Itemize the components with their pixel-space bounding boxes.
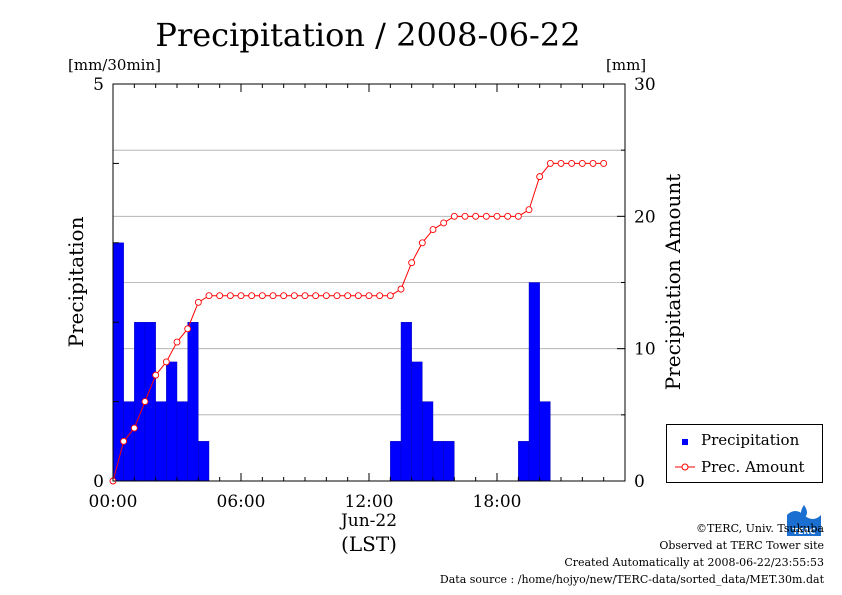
prec-amount-point bbox=[333, 292, 341, 300]
prec-amount-point bbox=[269, 292, 277, 300]
y-axis-left-label: Precipitation bbox=[64, 216, 88, 347]
prec-amount-point bbox=[354, 292, 362, 300]
precipitation-bars bbox=[112, 242, 551, 482]
prec-amount-point bbox=[546, 159, 554, 167]
prec-amount-point bbox=[226, 292, 234, 300]
x-tick-label: 00:00 bbox=[89, 492, 138, 512]
legend-item-precipitation: Precipitation bbox=[675, 430, 799, 450]
prec-amount-point bbox=[600, 159, 608, 167]
prec-amount-point bbox=[418, 239, 426, 247]
prec-amount-point bbox=[376, 292, 384, 300]
x-date-label: Jun-22 bbox=[339, 511, 397, 531]
prec-amount-point bbox=[514, 212, 522, 220]
precipitation-bar bbox=[198, 441, 210, 482]
y-right-tick-label: 20 bbox=[634, 207, 656, 227]
prec-amount-point bbox=[205, 292, 213, 300]
legend-bar-swatch bbox=[675, 431, 695, 449]
y-left-tick-label: 0 bbox=[93, 472, 104, 492]
prec-amount-point bbox=[408, 259, 416, 267]
prec-amount-point bbox=[386, 292, 394, 300]
x-tick-label: 18:00 bbox=[473, 492, 522, 512]
right-unit-label: [mm] bbox=[606, 56, 646, 74]
prec-amount-point bbox=[237, 292, 245, 300]
legend-label-precipitation: Precipitation bbox=[701, 431, 800, 449]
prec-amount-point bbox=[472, 212, 480, 220]
prec-amount-line bbox=[109, 159, 608, 485]
prec-amount-point bbox=[173, 338, 181, 346]
terc-logo-icon: TERC bbox=[785, 503, 823, 537]
precipitation-bar bbox=[432, 441, 444, 482]
prec-amount-point bbox=[248, 292, 256, 300]
precipitation-bar bbox=[528, 282, 540, 482]
logo-text: TERC bbox=[793, 527, 816, 536]
footer-site: Observed at TERC Tower site bbox=[659, 539, 824, 552]
prec-amount-point bbox=[162, 358, 170, 366]
x-tick-label: 12:00 bbox=[345, 492, 394, 512]
footer-credit: ©TERC, Univ. Tsukuba bbox=[695, 522, 824, 535]
prec-amount-point bbox=[536, 173, 544, 181]
precipitation-bar bbox=[166, 361, 178, 482]
prec-amount-point bbox=[301, 292, 309, 300]
prec-amount-point bbox=[280, 292, 288, 300]
prec-amount-point bbox=[216, 292, 224, 300]
x-zone-label: (LST) bbox=[341, 532, 397, 556]
y-right-tick-label: 30 bbox=[634, 75, 656, 95]
prec-amount-point bbox=[290, 292, 298, 300]
precipitation-bar bbox=[411, 361, 423, 482]
y-right-tick-label: 10 bbox=[634, 340, 656, 360]
prec-amount-point bbox=[397, 285, 405, 293]
chart-title: Precipitation / 2008-06-22 bbox=[155, 16, 580, 54]
y-left-tick-label: 5 bbox=[93, 75, 104, 95]
prec-amount-point bbox=[344, 292, 352, 300]
prec-amount-point bbox=[322, 292, 330, 300]
legend-item-prec-amount: Prec. Amount bbox=[675, 457, 805, 477]
precipitation-bar bbox=[443, 441, 455, 482]
prec-amount-point bbox=[152, 371, 160, 379]
prec-amount-point bbox=[194, 298, 202, 306]
axis-ticks: 00:00 06:00 12:00 18:00 0 5 0 10 20 30 bbox=[89, 75, 656, 512]
legend-line-swatch bbox=[675, 458, 695, 476]
prec-amount-point bbox=[440, 219, 448, 227]
prec-amount-point bbox=[312, 292, 320, 300]
y-right-tick-label: 0 bbox=[634, 472, 645, 492]
precipitation-bar bbox=[422, 401, 434, 482]
x-tick-label: 06:00 bbox=[217, 492, 266, 512]
prec-amount-point bbox=[504, 212, 512, 220]
precipitation-bar bbox=[187, 322, 199, 482]
prec-amount-point bbox=[184, 325, 192, 333]
prec-amount-point bbox=[493, 212, 501, 220]
precipitation-bar bbox=[518, 441, 530, 482]
prec-amount-point bbox=[141, 398, 149, 406]
footer-source: Data source : /home/hojyo/new/TERC-data/… bbox=[439, 573, 824, 586]
precipitation-bar bbox=[400, 322, 412, 482]
prec-amount-point bbox=[578, 159, 586, 167]
prec-amount-point bbox=[461, 212, 469, 220]
legend-label-prec-amount: Prec. Amount bbox=[701, 458, 805, 476]
precipitation-bar bbox=[539, 401, 551, 482]
prec-amount-point bbox=[557, 159, 565, 167]
prec-amount-point bbox=[568, 159, 576, 167]
prec-amount-point bbox=[365, 292, 373, 300]
prec-amount-point bbox=[130, 424, 138, 432]
prec-amount-point bbox=[525, 206, 533, 214]
prec-amount-point bbox=[120, 437, 128, 445]
left-unit-label: [mm/30min] bbox=[68, 56, 161, 74]
legend: Precipitation Prec. Amount bbox=[666, 424, 823, 483]
footer-created: Created Automatically at 2008-06-22/23:5… bbox=[564, 556, 824, 569]
prec-amount-point bbox=[450, 212, 458, 220]
prec-amount-point bbox=[258, 292, 266, 300]
precipitation-bar bbox=[112, 242, 124, 482]
prec-amount-point bbox=[429, 226, 437, 234]
prec-amount-point bbox=[482, 212, 490, 220]
y-axis-right-label: Precipitation Amount bbox=[661, 174, 685, 391]
prec-amount-point bbox=[589, 159, 597, 167]
precipitation-bar bbox=[390, 441, 402, 482]
precipitation-bar bbox=[176, 401, 188, 482]
precipitation-bar bbox=[155, 401, 167, 482]
